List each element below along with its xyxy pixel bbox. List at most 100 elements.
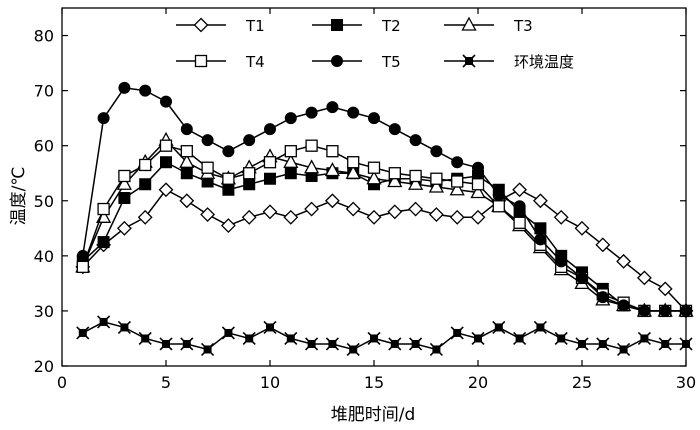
data-point — [345, 201, 361, 217]
data-point — [636, 270, 652, 286]
x-tick-label: 20 — [468, 373, 488, 392]
y-tick-label: 70 — [34, 82, 54, 101]
data-point — [574, 220, 590, 236]
legend-label: T3 — [513, 17, 533, 35]
legend-marker — [331, 19, 343, 31]
data-point — [76, 326, 90, 340]
data-point — [159, 139, 173, 152]
data-point — [408, 175, 424, 190]
data-point — [118, 169, 131, 183]
data-point — [326, 101, 339, 114]
series-5 — [76, 81, 692, 317]
legend-item: T4 — [176, 53, 265, 71]
data-point — [346, 342, 360, 357]
legend-label: T4 — [245, 53, 265, 71]
data-point — [472, 161, 484, 174]
data-point — [449, 181, 465, 196]
data-point — [450, 326, 464, 340]
y-axis-label: 温度/℃ — [9, 167, 29, 226]
data-point — [242, 331, 256, 346]
data-point — [304, 159, 320, 174]
data-point — [139, 178, 152, 191]
marker-arm — [263, 320, 277, 335]
data-point — [659, 304, 672, 317]
marker-arm — [658, 337, 672, 351]
y-tick-label: 80 — [34, 27, 54, 46]
data-point — [471, 178, 485, 191]
data-point — [430, 145, 443, 158]
data-point — [534, 233, 547, 246]
data-point — [470, 184, 486, 199]
data-point — [345, 164, 361, 179]
data-point — [326, 145, 339, 158]
marker-arm — [367, 331, 381, 346]
data-point — [470, 209, 486, 225]
legend-item: T1 — [176, 17, 265, 35]
data-point — [305, 337, 319, 351]
data-point — [180, 167, 193, 180]
data-point — [428, 207, 444, 222]
x-axis-label: 堆肥时间/d — [331, 405, 416, 425]
legend-label: T1 — [245, 17, 265, 35]
data-point — [201, 342, 215, 357]
data-point — [575, 337, 589, 351]
marker-arm — [554, 331, 568, 346]
data-point — [201, 134, 214, 147]
data-point — [180, 123, 193, 136]
data-point — [347, 106, 360, 119]
data-point — [553, 209, 569, 225]
data-point — [97, 202, 110, 216]
x-tick-label: 0 — [57, 373, 67, 392]
data-point — [555, 255, 568, 268]
data-point — [366, 209, 382, 225]
data-point — [179, 193, 195, 209]
data-point — [680, 304, 692, 317]
marker-arm — [76, 326, 90, 340]
marker-arm — [159, 337, 173, 351]
data-point — [284, 145, 297, 158]
data-point — [97, 315, 111, 329]
data-point — [387, 204, 403, 220]
data-point — [138, 331, 152, 346]
data-point — [263, 320, 277, 335]
series-line — [82, 144, 686, 312]
marker-arm — [513, 331, 527, 346]
marker-arm — [533, 320, 547, 335]
data-point — [284, 112, 297, 125]
legend-marker — [462, 54, 476, 68]
marker-arm — [284, 331, 298, 346]
data-point — [222, 145, 235, 158]
legend-item: T3 — [444, 16, 533, 35]
marker-arm — [97, 315, 111, 329]
data-point — [451, 175, 464, 188]
data-point — [97, 236, 110, 249]
data-point — [533, 320, 547, 335]
data-point — [388, 337, 402, 351]
data-point — [283, 209, 299, 225]
data-point — [449, 209, 465, 225]
data-point — [325, 337, 339, 351]
y-tick-label: 20 — [34, 357, 54, 376]
y-tick-label: 60 — [34, 137, 54, 156]
data-point — [366, 170, 382, 185]
data-point — [243, 134, 256, 147]
data-point — [222, 183, 235, 196]
data-point — [492, 320, 506, 335]
data-point — [638, 304, 651, 317]
data-point — [679, 337, 693, 351]
series-line — [82, 87, 686, 312]
marker-arm — [462, 54, 476, 68]
data-point — [658, 337, 672, 351]
y-tick-label: 30 — [34, 302, 54, 321]
data-point — [512, 182, 528, 198]
data-point — [117, 320, 131, 335]
marker-arm — [346, 342, 360, 357]
data-point — [220, 218, 236, 233]
data-point — [513, 331, 527, 346]
data-point — [617, 342, 631, 357]
data-point — [284, 167, 297, 180]
x-tick-label: 10 — [260, 373, 280, 392]
marker-arm — [138, 331, 152, 346]
marker-arm — [471, 331, 485, 346]
